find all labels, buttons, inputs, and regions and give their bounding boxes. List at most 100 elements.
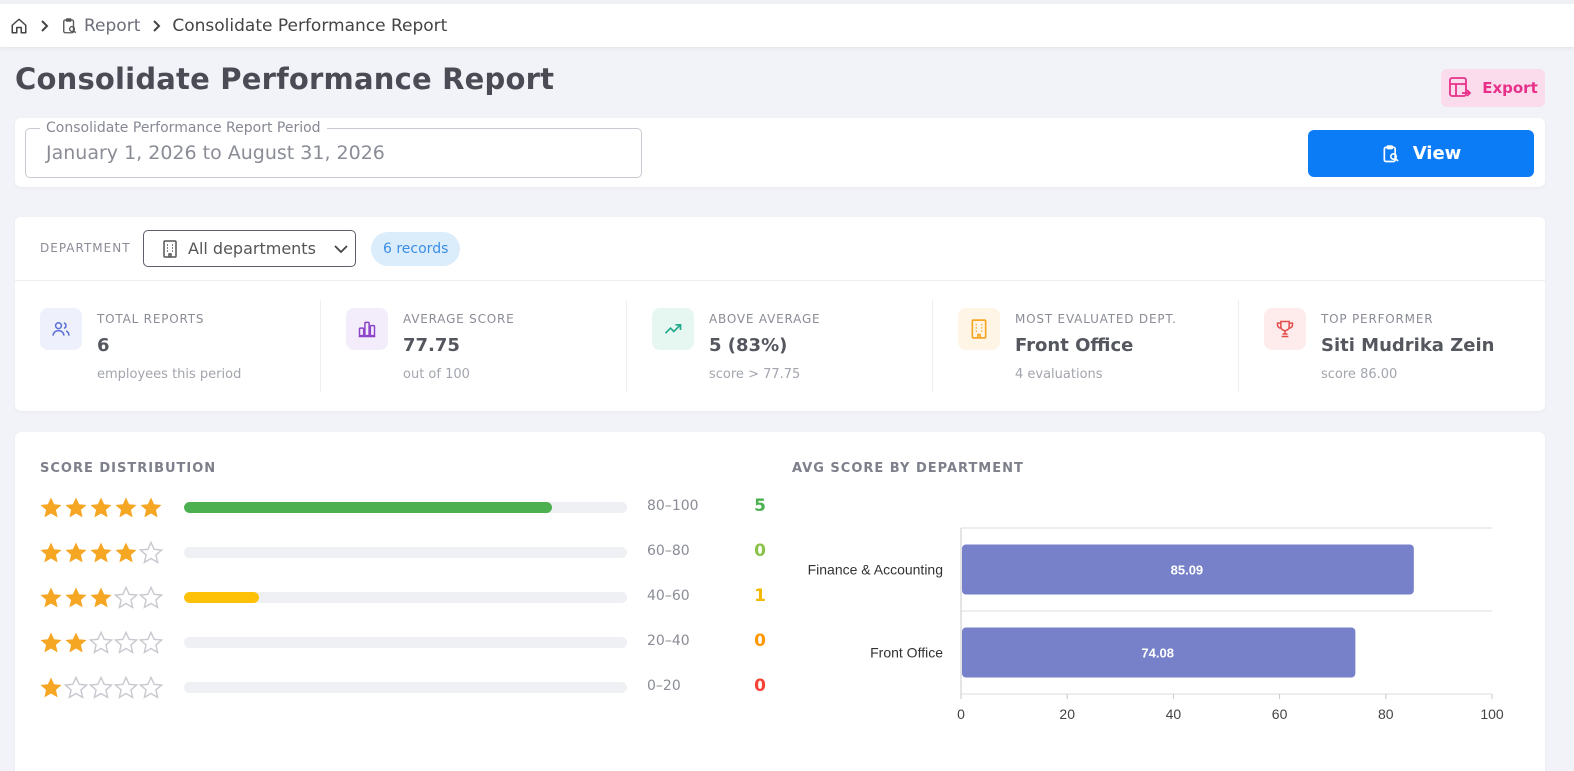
stat-value: 6	[97, 335, 110, 356]
chevron-right-icon	[152, 19, 162, 32]
page-title: Consolidate Performance Report	[15, 62, 555, 96]
star-filled-icon	[115, 542, 137, 563]
star-filled-icon	[40, 587, 62, 608]
chart-title: AVG SCORE BY DEPARTMENT	[792, 461, 1024, 476]
star-filled-icon	[65, 587, 87, 608]
top-bar: Report Consolidate Performance Report	[0, 0, 1574, 47]
chart-bar	[962, 627, 1356, 678]
stat-label: ABOVE AVERAGE	[709, 312, 821, 326]
avg-score-chart-svg: 0 20 40 60 80 100 85.09 Finance & Accounting 74.…	[808, 527, 1504, 722]
star-rating	[39, 631, 163, 655]
star-empty-icon	[139, 541, 163, 564]
star-filled-icon	[65, 542, 87, 563]
chart-x-tick-label: 0	[957, 706, 965, 722]
building-icon	[162, 239, 178, 258]
period-legend: Consolidate Performance Report Period	[40, 120, 327, 136]
distribution-bar-track	[184, 502, 627, 513]
stat-value: 5 (83%)	[709, 335, 788, 356]
stat-value: Front Office	[1015, 335, 1134, 356]
distribution-count: 1	[754, 586, 766, 606]
period-card: Consolidate Performance Report Period Ja…	[15, 118, 1545, 187]
stat-value: 77.75	[403, 335, 460, 356]
distribution-row: 20–40 0	[39, 631, 774, 655]
breadcrumb: Report Consolidate Performance Report	[10, 16, 447, 36]
star-filled-icon	[40, 542, 62, 563]
distribution-row: 80–100 5	[39, 496, 774, 520]
export-label: Export	[1482, 79, 1538, 97]
star-empty-icon	[114, 676, 138, 699]
stat-value: Siti Mudrika Zein	[1321, 335, 1495, 356]
star-empty-icon	[139, 676, 163, 699]
distribution-bar-track	[184, 682, 627, 693]
chart-x-tick-label: 20	[1059, 706, 1075, 722]
star-filled-icon	[40, 632, 62, 653]
star-empty-icon	[89, 676, 113, 699]
stat-top-performer: TOP PERFORMER Siti Mudrika Zein score 86…	[1239, 300, 1545, 392]
clipboard-report-icon	[60, 17, 78, 35]
distribution-row: 60–80 0	[39, 541, 774, 565]
star-empty-icon	[139, 631, 163, 654]
building-icon	[958, 308, 1000, 350]
distribution-bar-track	[184, 637, 627, 648]
stat-total-reports: TOTAL REPORTS 6 employees this period	[15, 300, 321, 392]
users-icon	[40, 308, 82, 350]
clipboard-search-icon	[1381, 144, 1401, 164]
stat-label: TOP PERFORMER	[1321, 312, 1434, 326]
chart-bar-value-label: 85.09	[1171, 563, 1204, 578]
star-empty-icon	[89, 631, 113, 654]
stat-sub: out of 100	[403, 367, 470, 382]
chart-x-tick-label: 60	[1272, 706, 1288, 722]
distribution-bar-track	[184, 592, 627, 603]
distribution-range: 20–40	[647, 633, 690, 649]
stat-sub: employees this period	[97, 367, 242, 382]
star-rating	[39, 676, 163, 700]
star-filled-icon	[65, 632, 87, 653]
chart-bar-value-label: 74.08	[1141, 646, 1174, 661]
view-button[interactable]: View	[1308, 130, 1534, 177]
stat-above-average: ABOVE AVERAGE 5 (83%) score > 77.75	[627, 300, 933, 392]
star-filled-icon	[90, 587, 112, 608]
stat-label: MOST EVALUATED DEPT.	[1015, 312, 1177, 326]
trophy-icon	[1264, 308, 1306, 350]
chart-category-label: Finance & Accounting	[808, 562, 943, 578]
breadcrumb-report[interactable]: Report	[84, 15, 141, 36]
export-button[interactable]: Export	[1441, 69, 1545, 107]
star-filled-icon	[40, 497, 62, 518]
distribution-card: SCORE DISTRIBUTION AVG SCORE BY DEPARTME…	[15, 432, 1545, 771]
star-filled-icon	[115, 497, 137, 518]
stat-sub: score > 77.75	[709, 367, 801, 382]
distribution-row: 0–20 0	[39, 676, 774, 700]
distribution-range: 80–100	[647, 498, 699, 514]
star-empty-icon	[114, 586, 138, 609]
distribution-range: 60–80	[647, 543, 690, 559]
period-value: January 1, 2026 to August 31, 2026	[46, 142, 385, 164]
distribution-range: 40–60	[647, 588, 690, 604]
trending-up-icon	[652, 308, 694, 350]
avg-score-chart: 0 20 40 60 80 100 85.09 Finance & Accounting 74.…	[775, 492, 1535, 771]
home-icon[interactable]	[10, 17, 28, 35]
chart-bar	[962, 544, 1414, 595]
department-label: DEPARTMENT	[40, 241, 131, 255]
stat-average-score: AVERAGE SCORE 77.75 out of 100	[321, 300, 627, 392]
chart-x-tick-label: 40	[1166, 706, 1182, 722]
star-filled-icon	[65, 497, 87, 518]
star-rating	[39, 541, 163, 565]
stat-most-evaluated-dept: MOST EVALUATED DEPT. Front Office 4 eval…	[933, 300, 1239, 392]
score-distribution-title: SCORE DISTRIBUTION	[40, 461, 217, 476]
period-field[interactable]: Consolidate Performance Report Period Ja…	[25, 120, 642, 178]
star-filled-icon	[90, 497, 112, 518]
distribution-bar-track	[184, 547, 627, 558]
filter-row: DEPARTMENT All departments 6 records	[15, 217, 1545, 281]
stat-sub: score 86.00	[1321, 367, 1398, 382]
star-empty-icon	[64, 676, 88, 699]
distribution-count: 5	[754, 496, 766, 516]
distribution-bar-fill	[184, 502, 552, 513]
star-empty-icon	[114, 631, 138, 654]
star-filled-icon	[140, 497, 162, 518]
chart-x-tick-label: 80	[1378, 706, 1394, 722]
records-badge: 6 records	[371, 232, 461, 266]
star-rating	[39, 496, 163, 520]
chevron-right-icon	[40, 19, 50, 32]
department-select[interactable]: All departments	[143, 230, 356, 267]
distribution-count: 0	[754, 631, 766, 651]
